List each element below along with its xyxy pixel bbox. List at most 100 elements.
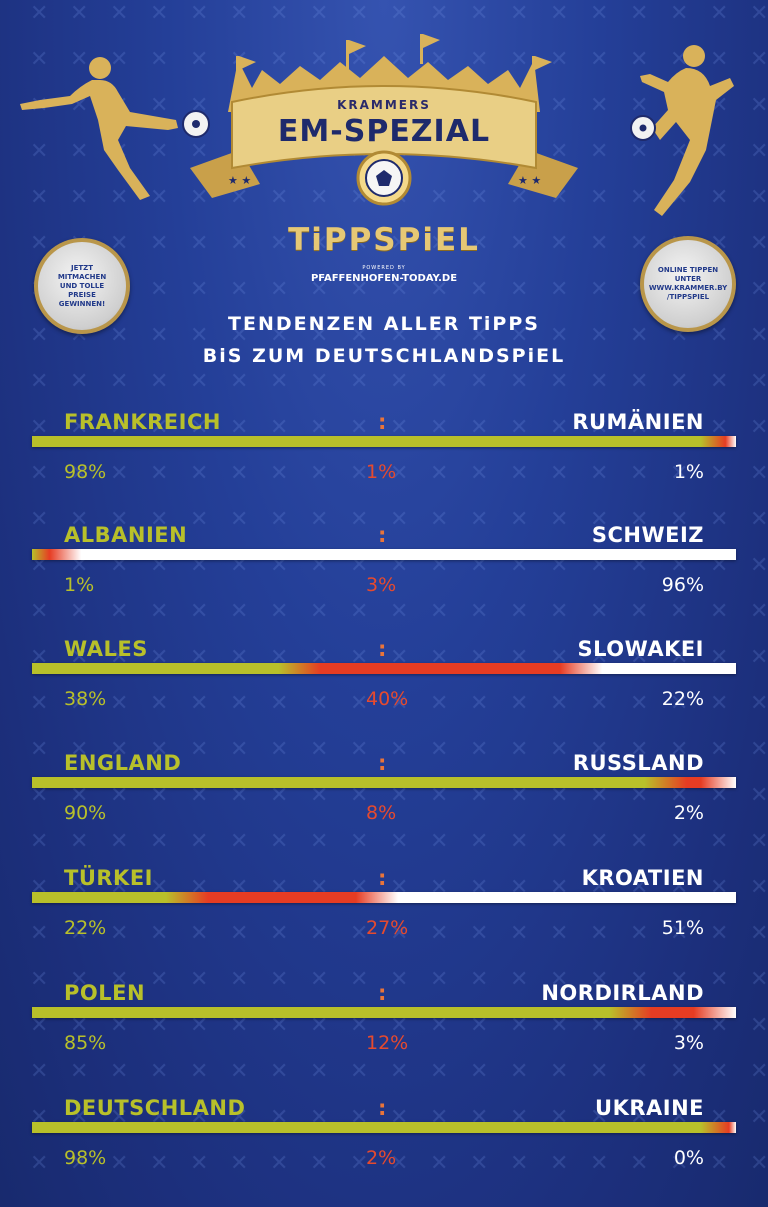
svg-text:✕: ✕ (150, 1151, 168, 1176)
svg-text:✕: ✕ (190, 829, 208, 854)
star-icon: ★ ★ (518, 174, 541, 187)
away-team-name: NORDIRLAND (541, 981, 704, 1005)
svg-text:✕: ✕ (190, 323, 208, 348)
svg-text:✕: ✕ (110, 1059, 128, 1084)
svg-text:✕: ✕ (750, 231, 768, 256)
svg-text:✕: ✕ (110, 507, 128, 532)
svg-text:✕: ✕ (710, 1151, 728, 1176)
svg-text:✕: ✕ (510, 967, 528, 992)
svg-text:✕: ✕ (630, 185, 648, 210)
svg-text:✕: ✕ (230, 369, 248, 394)
svg-text:✕: ✕ (230, 507, 248, 532)
svg-text:✕: ✕ (30, 967, 48, 992)
svg-text:✕: ✕ (390, 599, 408, 624)
svg-text:✕: ✕ (430, 599, 448, 624)
svg-text:✕: ✕ (750, 875, 768, 900)
svg-text:✕: ✕ (150, 139, 168, 164)
svg-text:✕: ✕ (670, 921, 688, 946)
svg-text:✕: ✕ (30, 599, 48, 624)
match-row: TÜRKEI: KROATIEN 22% 27% 51% (32, 866, 736, 966)
svg-text:✕: ✕ (310, 507, 328, 532)
svg-text:✕: ✕ (710, 323, 728, 348)
svg-text:✕: ✕ (630, 691, 648, 716)
svg-text:✕: ✕ (110, 1, 128, 26)
svg-text:✕: ✕ (670, 691, 688, 716)
svg-text:✕: ✕ (110, 599, 128, 624)
svg-text:✕: ✕ (190, 1059, 208, 1084)
svg-text:✕: ✕ (510, 691, 528, 716)
svg-text:✕: ✕ (550, 507, 568, 532)
svg-text:✕: ✕ (270, 369, 288, 394)
svg-text:✕: ✕ (390, 1, 408, 26)
svg-text:✕: ✕ (30, 415, 48, 440)
tendency-bar (32, 1122, 736, 1133)
svg-text:✕: ✕ (190, 277, 208, 302)
svg-text:✕: ✕ (190, 185, 208, 210)
promo-badge-right-text: ONLINE TIPPEN UNTER WWW.KRAMMER.BY /TIPP… (648, 266, 728, 301)
svg-text:✕: ✕ (630, 369, 648, 394)
svg-text:✕: ✕ (350, 47, 368, 72)
svg-text:✕: ✕ (750, 1151, 768, 1176)
svg-text:✕: ✕ (710, 185, 728, 210)
svg-text:✕: ✕ (510, 369, 528, 394)
svg-text:✕: ✕ (670, 783, 688, 808)
svg-text:✕: ✕ (190, 1151, 208, 1176)
svg-text:✕: ✕ (510, 1059, 528, 1084)
svg-text:✕: ✕ (350, 231, 368, 256)
svg-text:✕: ✕ (470, 507, 488, 532)
svg-text:✕: ✕ (590, 783, 608, 808)
svg-text:✕: ✕ (350, 1151, 368, 1176)
svg-text:✕: ✕ (230, 323, 248, 348)
svg-text:✕: ✕ (510, 737, 528, 762)
away-team-name: SLOWAKEI (577, 637, 704, 661)
svg-text:✕: ✕ (70, 1, 88, 26)
svg-text:✕: ✕ (430, 691, 448, 716)
svg-text:✕: ✕ (150, 507, 168, 532)
svg-text:✕: ✕ (670, 415, 688, 440)
svg-text:✕: ✕ (550, 1059, 568, 1084)
svg-text:✕: ✕ (550, 369, 568, 394)
svg-text:✕: ✕ (350, 1059, 368, 1084)
svg-text:✕: ✕ (310, 1151, 328, 1176)
svg-text:✕: ✕ (430, 507, 448, 532)
svg-text:✕: ✕ (190, 783, 208, 808)
svg-text:✕: ✕ (670, 967, 688, 992)
away-team-name: RUSSLAND (572, 751, 704, 775)
svg-text:✕: ✕ (190, 737, 208, 762)
svg-text:✕: ✕ (510, 47, 528, 72)
svg-text:✕: ✕ (630, 93, 648, 118)
svg-text:✕: ✕ (270, 691, 288, 716)
away-team-name: UKRAINE (595, 1096, 704, 1120)
svg-text:✕: ✕ (310, 47, 328, 72)
svg-text:✕: ✕ (550, 1, 568, 26)
svg-text:✕: ✕ (30, 1, 48, 26)
svg-text:✕: ✕ (390, 323, 408, 348)
svg-text:✕: ✕ (350, 967, 368, 992)
promo-badge-left-text: JETZT MITMACHEN UND TOLLE PREISE GEWINNE… (57, 263, 107, 308)
svg-text:✕: ✕ (710, 599, 728, 624)
svg-text:✕: ✕ (510, 1013, 528, 1038)
svg-text:✕: ✕ (590, 139, 608, 164)
svg-text:✕: ✕ (670, 829, 688, 854)
home-team-name: TÜRKEI (64, 866, 153, 890)
svg-text:✕: ✕ (750, 691, 768, 716)
svg-text:✕: ✕ (310, 231, 328, 256)
svg-text:✕: ✕ (630, 967, 648, 992)
svg-text:✕: ✕ (590, 461, 608, 486)
svg-text:✕: ✕ (470, 277, 488, 302)
svg-text:✕: ✕ (510, 507, 528, 532)
player-right-icon (640, 45, 734, 216)
svg-text:✕: ✕ (70, 783, 88, 808)
svg-text:✕: ✕ (590, 829, 608, 854)
svg-text:✕: ✕ (590, 185, 608, 210)
svg-text:✕: ✕ (150, 369, 168, 394)
svg-text:✕: ✕ (750, 645, 768, 670)
score-separator: : (378, 751, 387, 775)
svg-text:✕: ✕ (110, 231, 128, 256)
svg-text:✕: ✕ (270, 737, 288, 762)
score-separator: : (378, 1096, 387, 1120)
svg-text:✕: ✕ (710, 829, 728, 854)
svg-text:✕: ✕ (390, 369, 408, 394)
svg-text:✕: ✕ (230, 1013, 248, 1038)
svg-text:✕: ✕ (550, 277, 568, 302)
